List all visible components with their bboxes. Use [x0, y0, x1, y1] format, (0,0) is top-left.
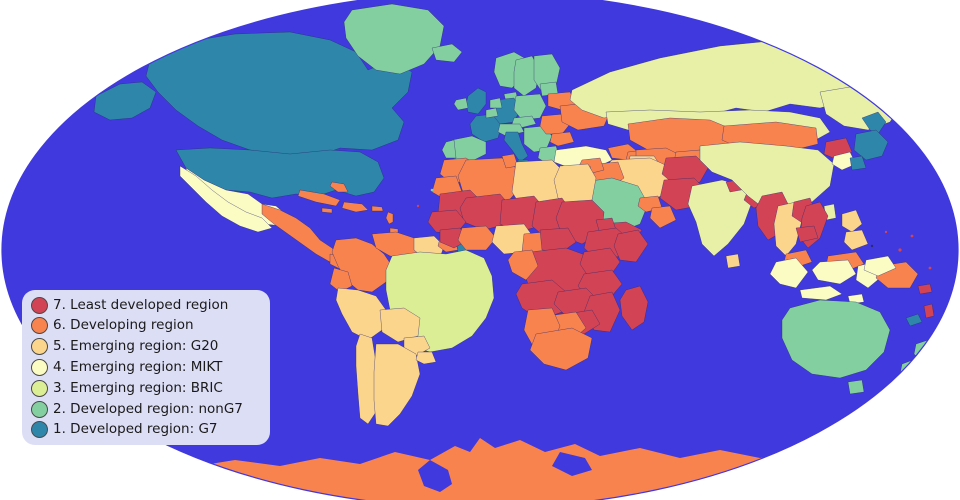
country-bahamas — [330, 182, 348, 192]
legend-item-1[interactable]: 1. Developed region: G7 — [31, 420, 262, 440]
country-japan — [862, 112, 886, 134]
legend-label-4: 4. Emerging region: MIKT — [53, 358, 223, 375]
legend-swatch-2 — [31, 400, 48, 418]
country-kamchatka — [884, 72, 916, 102]
atlantic-island — [416, 204, 420, 208]
country-canada — [146, 32, 412, 158]
country-hispaniola — [342, 202, 368, 212]
country-bolivia — [380, 308, 420, 342]
antarctic-inlet-2 — [552, 452, 592, 476]
country-solomon-islands — [918, 284, 932, 294]
country-mexico-body — [180, 166, 272, 232]
country-portugal — [442, 140, 456, 158]
pacific-island — [898, 248, 902, 252]
legend-swatch-3 — [31, 379, 48, 397]
country-philippines — [842, 210, 862, 232]
country-cote-divoire-ghana — [458, 226, 496, 250]
country-argentina — [374, 344, 420, 426]
country-indonesia-kalimantan — [812, 260, 856, 284]
country-puerto-rico — [372, 206, 383, 211]
country-cambodia — [796, 226, 818, 242]
legend-label-2: 2. Developed region: nonG7 — [53, 400, 243, 417]
country-south-korea — [832, 152, 856, 170]
legend-swatch-4 — [31, 358, 48, 376]
country-bulgaria — [550, 132, 574, 146]
country-oman — [650, 206, 676, 228]
country-peru — [336, 288, 386, 340]
country-sri-lanka — [726, 254, 740, 268]
country-iceland — [432, 44, 462, 62]
country-netherlands — [490, 98, 502, 108]
atlantic-island — [430, 188, 434, 192]
country-belgium — [486, 108, 498, 118]
country-sweden — [514, 56, 540, 96]
country-cuba — [298, 190, 340, 206]
country-west-papua — [864, 256, 896, 276]
country-poland — [514, 94, 546, 120]
country-antarctica — [20, 438, 945, 500]
map-legend: 7. Least developed region 6. Developing … — [22, 290, 270, 445]
legend-swatch-5 — [31, 338, 48, 356]
pacific-island — [870, 244, 874, 248]
legend-swatch-6 — [31, 317, 48, 335]
landmasses — [20, 4, 954, 500]
legend-item-5[interactable]: 5. Emerging region: G20 — [31, 337, 262, 357]
country-alaska — [94, 82, 156, 120]
country-philippines-2 — [844, 230, 868, 250]
country-ireland — [454, 98, 468, 110]
legend-label-1: 1. Developed region: G7 — [53, 421, 218, 438]
country-south-africa — [530, 328, 592, 370]
country-vanuatu — [924, 304, 934, 318]
legend-item-7[interactable]: 7. Least developed region — [31, 295, 262, 315]
legend-item-6[interactable]: 6. Developing region — [31, 316, 262, 336]
country-greenland — [344, 4, 444, 74]
legend-item-4[interactable]: 4. Emerging region: MIKT — [31, 357, 262, 377]
country-japan-honshu — [854, 130, 888, 160]
country-jamaica — [322, 208, 332, 213]
country-car — [540, 228, 576, 252]
country-new-caledonia — [906, 314, 922, 326]
country-mali — [460, 194, 512, 230]
country-somalia — [614, 230, 648, 262]
country-chile — [356, 334, 378, 424]
country-afghanistan — [662, 156, 708, 186]
pacific-island — [928, 266, 932, 270]
country-italy — [504, 132, 528, 162]
country-japan-kyushu — [850, 156, 866, 170]
country-uruguay — [416, 352, 436, 364]
legend-item-2[interactable]: 2. Developed region: nonG7 — [31, 399, 262, 419]
country-lesser-antilles — [386, 212, 393, 224]
legend-label-5: 5. Emerging region: G20 — [53, 338, 219, 355]
country-indonesia-sumatra — [770, 258, 808, 288]
country-timor — [848, 294, 864, 304]
country-madagascar — [620, 286, 648, 330]
legend-swatch-7 — [31, 296, 48, 314]
country-gabon-congo — [508, 250, 538, 280]
pacific-island — [910, 234, 914, 238]
legend-item-3[interactable]: 3. Emerging region: BRIC — [31, 378, 262, 398]
legend-label-7: 7. Least developed region — [53, 296, 229, 313]
pacific-island — [884, 230, 888, 234]
country-tasmania — [848, 380, 864, 394]
legend-swatch-1 — [31, 421, 48, 439]
legend-label-6: 6. Developing region — [53, 317, 194, 334]
country-australia — [782, 300, 890, 378]
antarctic-inlet — [418, 460, 452, 492]
legend-label-3: 3. Emerging region: BRIC — [53, 379, 223, 396]
country-indonesia-java — [800, 286, 842, 300]
